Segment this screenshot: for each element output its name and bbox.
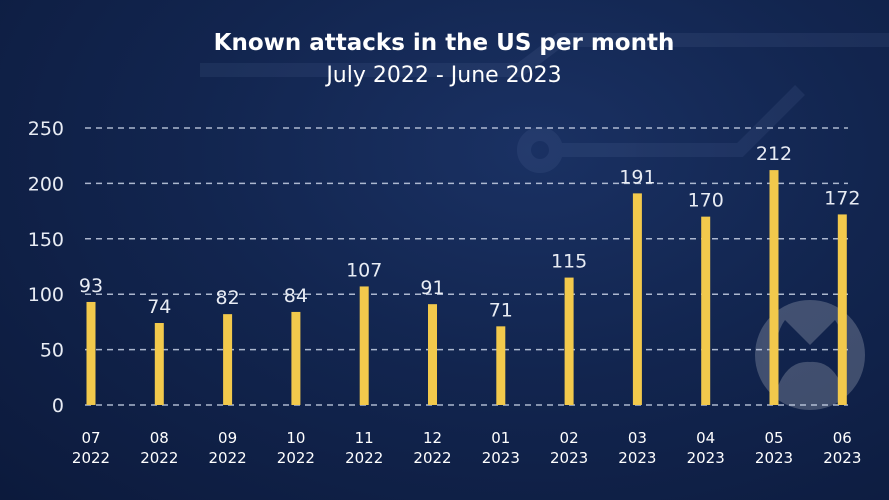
x-tick-year: 2023 <box>755 449 793 467</box>
background-decoration <box>200 33 889 173</box>
chart-subtitle: July 2022 - June 2023 <box>324 63 561 88</box>
x-tick-year: 2022 <box>72 449 110 467</box>
x-tick-year: 2023 <box>550 449 588 467</box>
data-label: 172 <box>824 187 860 209</box>
y-tick-label: 150 <box>28 229 64 251</box>
y-tick-label: 50 <box>40 340 64 362</box>
bar-02-2023 <box>564 277 574 405</box>
x-tick-month: 04 <box>696 429 715 447</box>
bar-08-2022 <box>154 323 164 405</box>
x-tick-year: 2023 <box>618 449 656 467</box>
x-tick-year: 2023 <box>687 449 725 467</box>
data-label: 115 <box>551 251 587 273</box>
x-tick-month: 05 <box>764 429 783 447</box>
data-label: 212 <box>756 143 792 165</box>
data-label: 191 <box>619 166 655 188</box>
chart-title: Known attacks in the US per month <box>214 30 675 56</box>
x-tick-month: 03 <box>628 429 647 447</box>
x-tick-year: 2023 <box>482 449 520 467</box>
x-tick-year: 2022 <box>277 449 315 467</box>
data-label: 91 <box>420 277 444 299</box>
x-tick-year: 2022 <box>209 449 247 467</box>
malwarebytes-logo <box>755 300 865 410</box>
x-tick-month: 02 <box>560 429 579 447</box>
x-tick-year: 2023 <box>823 449 861 467</box>
y-tick-label: 250 <box>28 118 64 140</box>
bar-04-2023 <box>701 216 711 405</box>
x-tick-month: 08 <box>150 429 169 447</box>
x-tick-month: 12 <box>423 429 442 447</box>
data-label: 74 <box>147 296 171 318</box>
x-tick-month: 07 <box>81 429 100 447</box>
bar-09-2022 <box>223 314 233 405</box>
x-tick-month: 01 <box>491 429 510 447</box>
x-tick-month: 06 <box>833 429 852 447</box>
data-label: 84 <box>284 285 308 307</box>
x-tick-month: 11 <box>355 429 374 447</box>
bar-05-2023 <box>769 170 779 405</box>
x-tick-month: 09 <box>218 429 237 447</box>
bar-07-2022 <box>86 301 96 405</box>
bar-12-2022 <box>428 304 437 405</box>
data-label: 93 <box>79 275 103 297</box>
bar-10-2022 <box>291 311 301 405</box>
bar-11-2022 <box>359 286 369 405</box>
x-tick-year: 2022 <box>140 449 178 467</box>
data-label: 71 <box>489 299 513 321</box>
y-tick-label: 0 <box>52 395 64 417</box>
data-label: 107 <box>346 259 382 281</box>
y-tick-label: 200 <box>28 173 64 195</box>
y-tick-label: 100 <box>28 284 64 306</box>
data-label: 170 <box>688 190 724 212</box>
bar-06-2023 <box>837 214 847 405</box>
bar-01-2023 <box>496 326 506 405</box>
bar-03-2023 <box>632 193 642 405</box>
data-label: 82 <box>216 287 240 309</box>
x-tick-year: 2022 <box>345 449 383 467</box>
x-tick-year: 2022 <box>413 449 451 467</box>
x-tick-month: 10 <box>286 429 305 447</box>
